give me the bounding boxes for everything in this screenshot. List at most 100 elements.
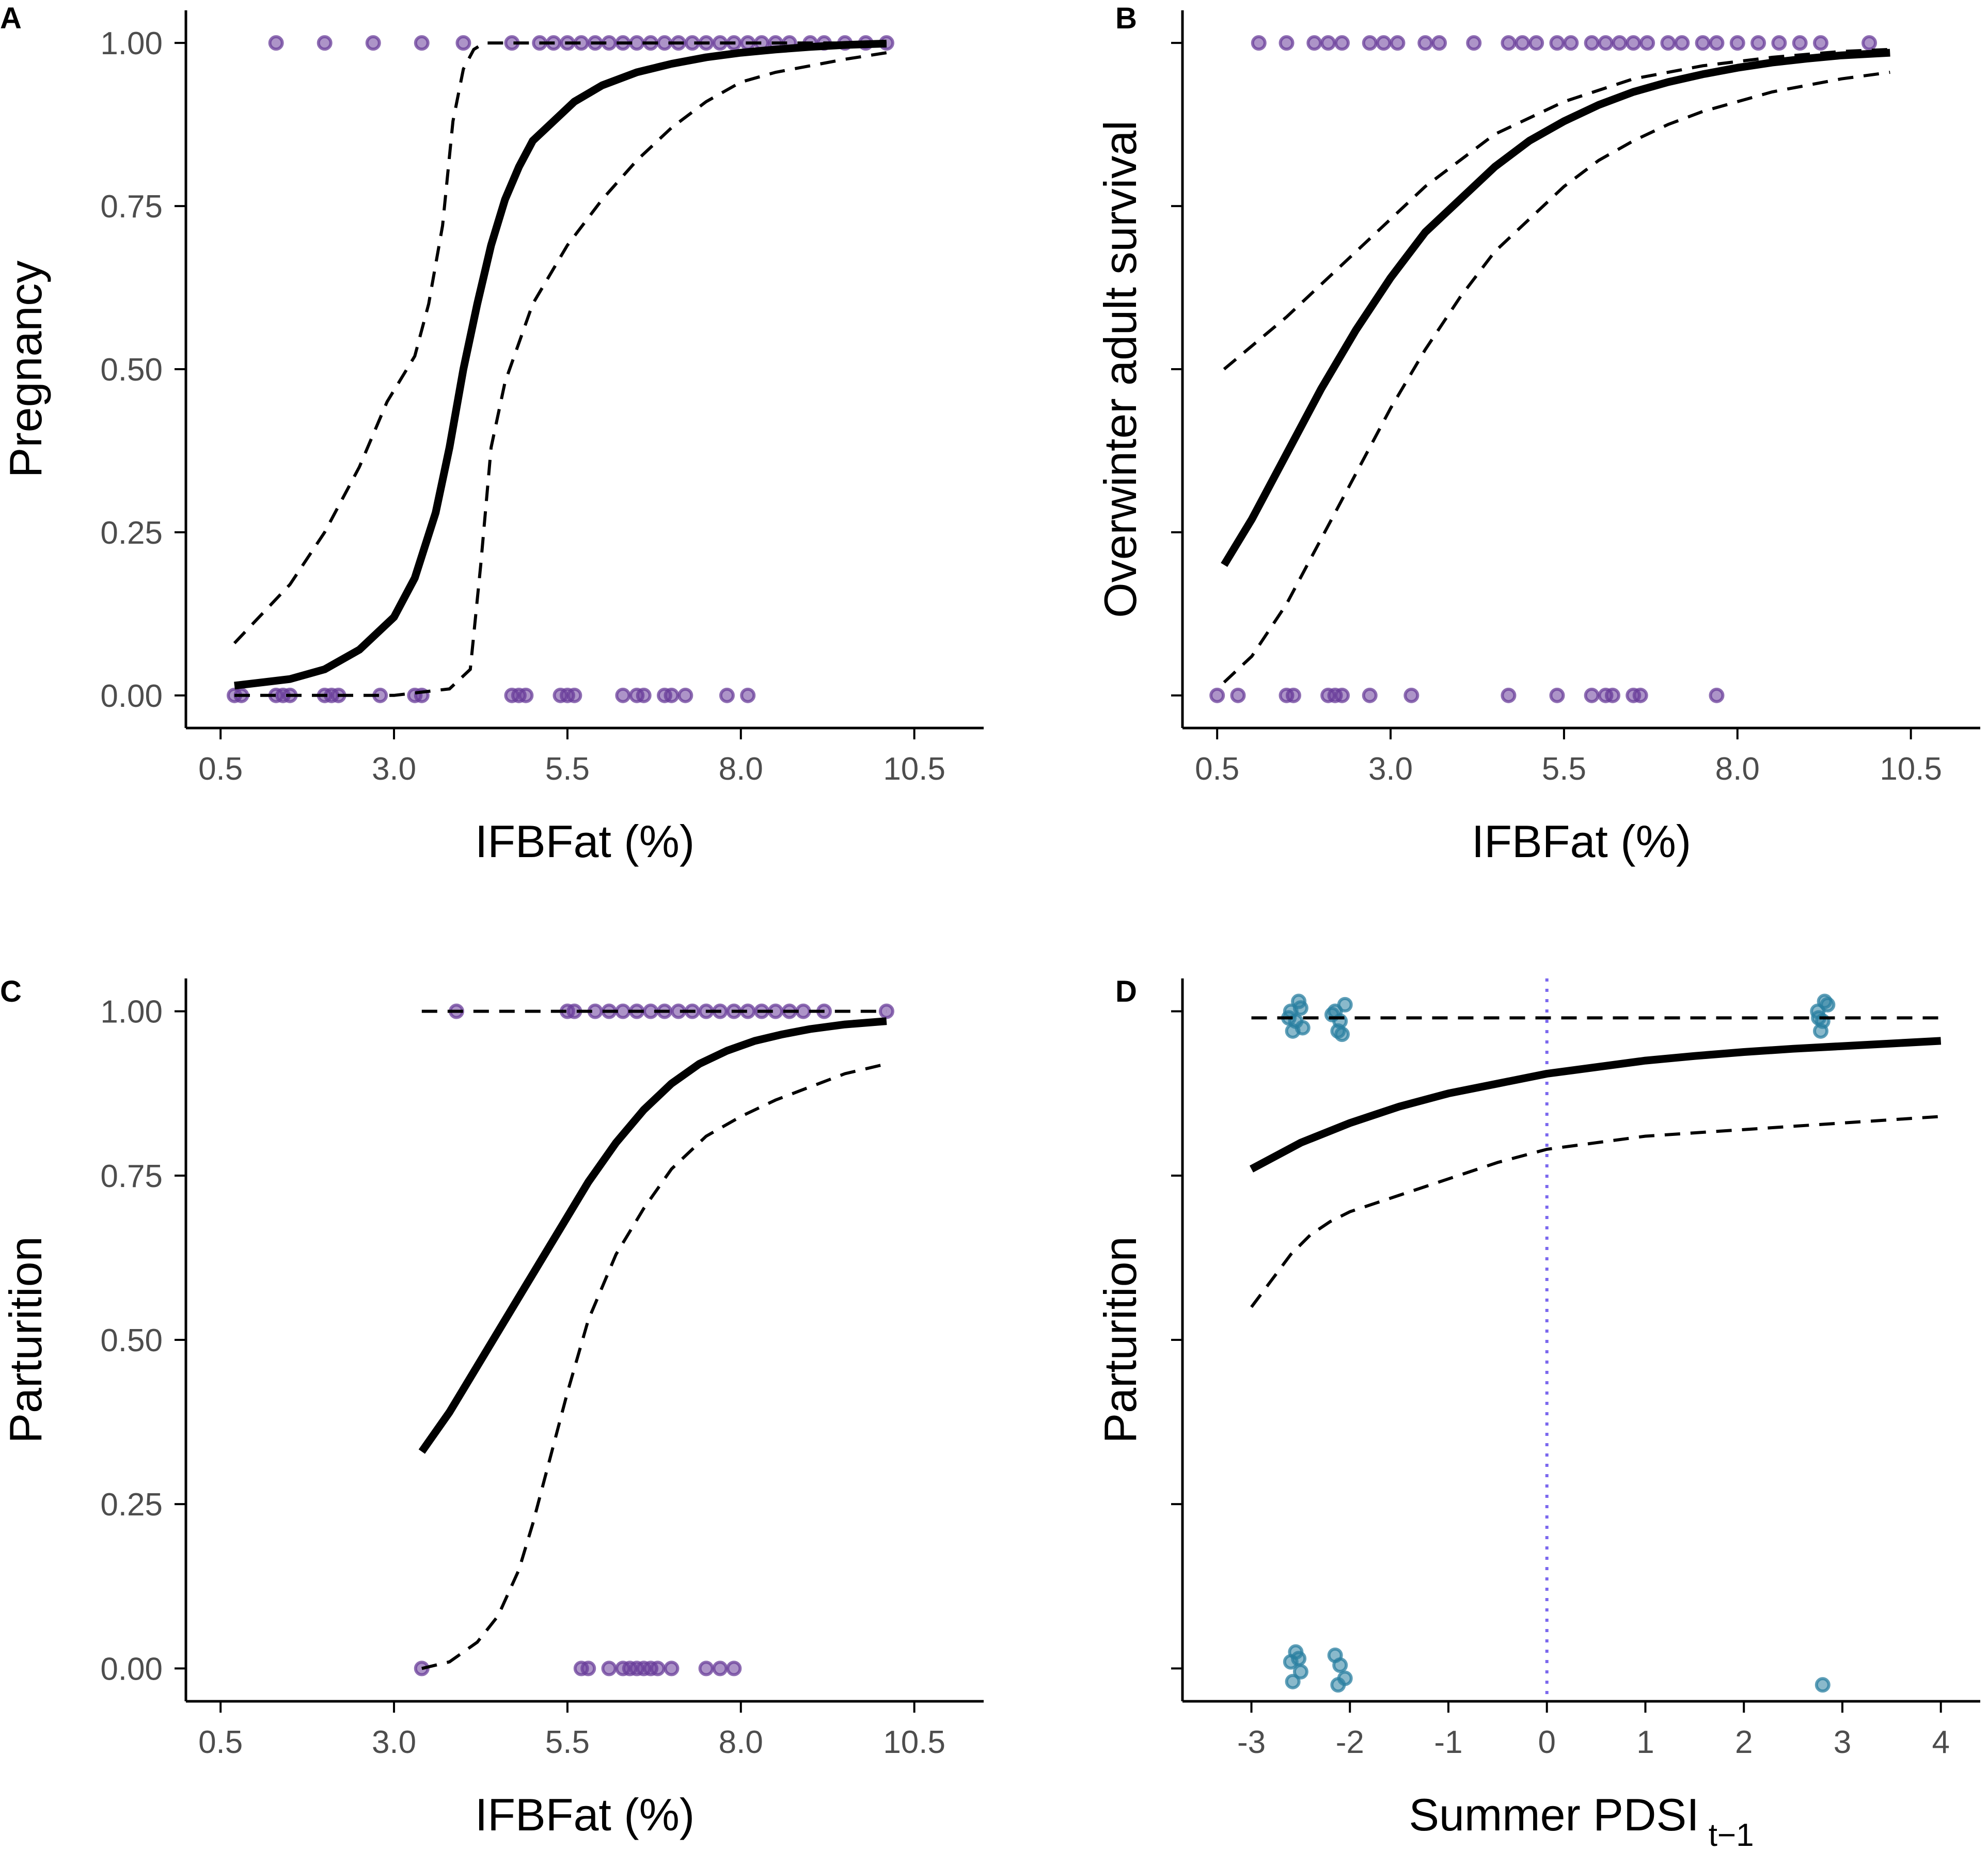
data-point xyxy=(1285,1673,1301,1689)
data-point xyxy=(1598,35,1614,51)
data-point xyxy=(1285,687,1301,703)
data-point xyxy=(795,1003,811,1019)
panel-c: C 0.5 3.0 5.5 8.0 10.5 0.00 0.25 0.50 0.75 1.00 IFB… xyxy=(0,975,984,1840)
fitted-curve xyxy=(1249,1037,1942,1173)
data-point xyxy=(615,687,631,703)
data-point xyxy=(268,35,284,51)
data-point xyxy=(1230,687,1246,703)
data-point xyxy=(1660,35,1676,51)
data-point xyxy=(740,687,756,703)
lower-confidence-bound xyxy=(1250,1115,1941,1308)
data-point xyxy=(629,35,645,51)
data-point xyxy=(1815,1677,1831,1693)
data-point xyxy=(1334,687,1350,703)
x-tick-label: 5.5 xyxy=(545,751,590,787)
data-point xyxy=(1403,687,1419,703)
panel-b: B 0.5 3.0 5.5 8.0 10.5 IFBFat (%) Overwinter ad… xyxy=(1095,2,1980,867)
data-point xyxy=(1750,35,1766,51)
data-point xyxy=(455,35,471,51)
lower-confidence-bound xyxy=(421,1062,887,1670)
x-tick-label: 3.0 xyxy=(372,1725,416,1760)
data-point xyxy=(677,687,693,703)
x-tick-label: 0.5 xyxy=(198,751,243,787)
data-point xyxy=(1813,35,1828,51)
x-tick-label: 0.5 xyxy=(1195,751,1239,787)
panel-d: D -3 -2 -1 0 1 2 3 4 Summer PDSI t−1 Parturition xyxy=(1095,975,1980,1850)
data-point xyxy=(615,1003,631,1019)
data-point xyxy=(1295,1020,1311,1036)
x-axis-title: IFBFat (%) xyxy=(475,1789,695,1840)
data-point xyxy=(1549,687,1565,703)
data-point xyxy=(1563,35,1579,51)
data-point xyxy=(1695,35,1711,51)
x-axis-title-subscript: t−1 xyxy=(1709,1817,1754,1850)
x-axis-title: Summer PDSI t−1 xyxy=(1409,1789,1754,1850)
data-point xyxy=(1549,35,1565,51)
panel-letter: B xyxy=(1115,2,1137,35)
data-point xyxy=(1612,35,1628,51)
data-point xyxy=(1584,687,1600,703)
x-tick-label: 1 xyxy=(1636,1725,1654,1760)
panel-letter: C xyxy=(0,975,22,1008)
y-tick-label: 0.75 xyxy=(100,189,163,225)
data-point xyxy=(566,687,582,703)
data-point xyxy=(1792,35,1808,51)
y-axis-title: Overwinter adult survival xyxy=(1095,120,1146,618)
y-tick-label: 1.00 xyxy=(100,994,163,1030)
data-point xyxy=(698,1661,714,1677)
data-point xyxy=(1861,35,1877,51)
data-point xyxy=(1376,35,1392,51)
x-tick-label: -3 xyxy=(1237,1725,1266,1760)
data-point xyxy=(1729,35,1745,51)
data-point xyxy=(1334,1026,1350,1042)
data-point xyxy=(1501,687,1517,703)
x-tick-label: -2 xyxy=(1336,1725,1364,1760)
x-tick-label: 10.5 xyxy=(1880,751,1942,787)
data-point xyxy=(1306,35,1322,51)
data-point xyxy=(414,35,430,51)
panel-a: A 0.5 3.0 5.5 8.0 10.5 0.00 0.25 0.50 0.75 1.00 IFB… xyxy=(0,2,984,867)
data-point xyxy=(1813,1023,1828,1039)
data-point xyxy=(518,687,534,703)
data-point xyxy=(1604,687,1620,703)
x-tick-label: 10.5 xyxy=(883,751,945,787)
x-tick-label: 3 xyxy=(1834,1725,1851,1760)
data-point xyxy=(712,1661,728,1677)
lower-confidence-bound xyxy=(234,51,887,697)
data-point xyxy=(726,1661,742,1677)
x-tick-label: 3.0 xyxy=(372,751,416,787)
data-point xyxy=(1417,35,1433,51)
data-point xyxy=(1528,35,1544,51)
data-point xyxy=(664,1661,680,1677)
data-point xyxy=(1291,1651,1307,1667)
x-tick-label: 10.5 xyxy=(883,1725,945,1760)
panel-letter: D xyxy=(1115,975,1137,1008)
data-point xyxy=(1817,993,1833,1009)
x-tick-label: 8.0 xyxy=(1715,751,1760,787)
data-point xyxy=(1431,35,1447,51)
y-tick-label: 1.00 xyxy=(100,26,163,61)
fitted-curve xyxy=(1221,49,1890,567)
data-point xyxy=(1674,35,1690,51)
data-point xyxy=(1709,687,1725,703)
data-point xyxy=(1320,35,1336,51)
y-tick-label: 0.50 xyxy=(100,352,163,388)
data-point xyxy=(1709,35,1725,51)
data-point xyxy=(1584,35,1600,51)
data-point xyxy=(1337,997,1353,1013)
data-point xyxy=(1362,687,1378,703)
x-tick-label: 8.0 xyxy=(719,1725,763,1760)
panel-letter: A xyxy=(0,2,22,35)
data-point xyxy=(1291,993,1307,1009)
y-tick-label: 0.25 xyxy=(100,515,163,551)
data-point xyxy=(601,1661,617,1677)
data-point xyxy=(317,35,333,51)
x-tick-label: 5.5 xyxy=(1542,751,1586,787)
data-point xyxy=(365,35,381,51)
y-tick-label: 0.75 xyxy=(100,1159,163,1194)
x-tick-label: 3.0 xyxy=(1368,751,1413,787)
data-point xyxy=(1514,35,1531,51)
fitted-curve xyxy=(234,39,887,690)
data-point xyxy=(636,687,652,703)
